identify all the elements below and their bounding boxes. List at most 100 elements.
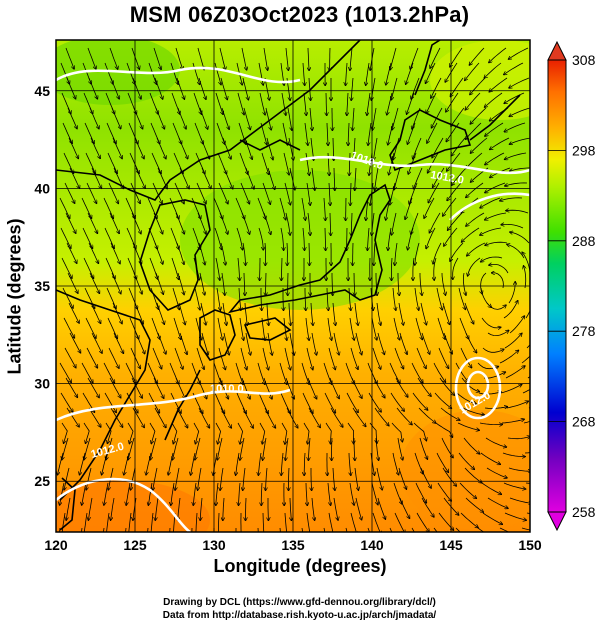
streamline [354, 467, 358, 490]
streamline [214, 392, 224, 413]
streamline [68, 137, 78, 158]
streamline [510, 167, 530, 171]
streamline [500, 197, 523, 201]
streamline [480, 227, 502, 235]
streamline [465, 332, 477, 353]
streamline [156, 137, 166, 159]
streamline [522, 388, 530, 394]
streamline [281, 422, 287, 444]
streamline [91, 167, 101, 188]
streamline [457, 422, 479, 430]
streamline [323, 362, 332, 384]
streamline [87, 212, 97, 233]
streamline [261, 482, 262, 505]
streamline [238, 122, 246, 144]
streamline [262, 182, 270, 204]
streamline [284, 347, 291, 370]
streamline [453, 257, 459, 279]
streamline [366, 62, 370, 85]
streamline [214, 227, 222, 249]
streamline [218, 347, 225, 370]
streamline [433, 527, 438, 532]
streamline [89, 107, 99, 129]
streamline [132, 77, 141, 99]
x-tick-label: 150 [518, 537, 542, 553]
streamline [58, 452, 64, 475]
streamline [485, 437, 506, 447]
streamline [372, 107, 377, 130]
streamline [458, 287, 465, 309]
streamline [311, 497, 315, 520]
streamline [86, 467, 92, 490]
x-tick-labels: 120 125 130 135 140 145 150 [44, 537, 542, 553]
streamline [465, 497, 483, 512]
y-tick-label: 30 [34, 376, 50, 392]
streamline [155, 497, 159, 520]
streamline [504, 512, 526, 520]
streamline [237, 422, 244, 444]
streamline [529, 437, 530, 438]
streamline [481, 482, 501, 494]
streamline [242, 407, 253, 428]
streamline [477, 527, 485, 532]
streamline [153, 467, 158, 490]
streamline [307, 377, 317, 399]
streamline [84, 437, 91, 460]
streamline [376, 273, 377, 295]
streamline [354, 302, 358, 325]
streamline [485, 122, 504, 136]
streamline [412, 392, 428, 410]
streamline [429, 212, 441, 233]
streamline [168, 452, 174, 475]
streamline [485, 212, 507, 220]
streamline [370, 452, 375, 475]
streamline [169, 197, 179, 219]
streamline [107, 317, 117, 338]
streamline [176, 77, 184, 99]
streamline [193, 482, 197, 505]
streamline [375, 167, 379, 190]
streamline [236, 392, 246, 413]
streamline [110, 242, 120, 264]
streamline [304, 452, 305, 475]
streamline [245, 332, 251, 355]
streamline [258, 227, 263, 250]
streamline [437, 317, 445, 339]
streamline [332, 302, 336, 325]
streamline [464, 467, 482, 483]
streamline [111, 107, 121, 129]
streamline [259, 92, 265, 115]
streamline [197, 47, 204, 70]
streamline [281, 257, 282, 280]
streamline [266, 137, 273, 160]
streamline [531, 281, 536, 303]
x-tick-label: 130 [202, 537, 226, 553]
streamline [484, 62, 502, 78]
streamline [399, 332, 407, 354]
streamline [60, 392, 73, 412]
streamline [264, 77, 269, 100]
streamline [349, 152, 350, 175]
streamline [346, 392, 358, 412]
streamline [308, 47, 309, 70]
streamline [308, 407, 320, 427]
streamline [223, 167, 233, 189]
streamline [311, 468, 312, 490]
streamline [499, 527, 510, 532]
colorbar-tick-label: 278 [572, 323, 596, 339]
streamline [507, 437, 530, 439]
streamline [436, 452, 448, 472]
streamline [156, 302, 164, 324]
streamline [487, 330, 509, 337]
streamline [509, 497, 530, 503]
streamline [243, 467, 246, 490]
streamline [468, 257, 481, 276]
streamline [237, 92, 244, 115]
streamline [88, 407, 101, 427]
streamline [258, 62, 263, 85]
streamline [179, 332, 187, 354]
streamline [90, 137, 100, 158]
streamline [327, 453, 328, 475]
streamline [440, 407, 460, 420]
streamline [193, 422, 200, 444]
